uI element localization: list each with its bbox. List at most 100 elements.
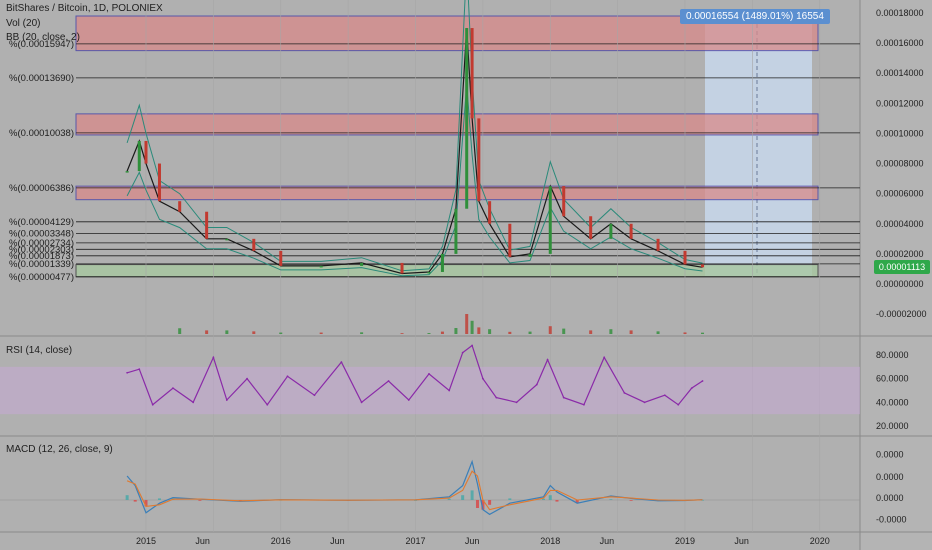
price-candle[interactable] bbox=[225, 238, 229, 241]
volume-bar[interactable] bbox=[440, 331, 444, 334]
price-candle[interactable] bbox=[508, 223, 512, 257]
rsi-point[interactable] bbox=[643, 401, 646, 404]
price-axis[interactable] bbox=[860, 0, 932, 550]
rsi-point[interactable] bbox=[481, 377, 484, 380]
rsi-point[interactable] bbox=[340, 361, 343, 363]
price-candle[interactable] bbox=[465, 28, 469, 209]
rsi-point[interactable] bbox=[495, 396, 498, 399]
macd-histogram-bar[interactable] bbox=[629, 500, 633, 501]
measure-range-box[interactable] bbox=[705, 17, 812, 276]
rsi-point[interactable] bbox=[515, 401, 518, 404]
rsi-point[interactable] bbox=[192, 401, 195, 404]
volume-bar[interactable] bbox=[470, 320, 474, 334]
rsi-point[interactable] bbox=[138, 368, 141, 371]
macd-histogram-bar[interactable] bbox=[575, 500, 579, 504]
volume-bar[interactable] bbox=[360, 332, 364, 334]
price-candle[interactable] bbox=[137, 140, 141, 172]
price-candle[interactable] bbox=[589, 216, 593, 239]
rsi-point[interactable] bbox=[428, 373, 430, 375]
macd-histogram-bar[interactable] bbox=[470, 490, 474, 500]
macd-histogram-bar[interactable] bbox=[133, 500, 137, 502]
rsi-point[interactable] bbox=[246, 377, 248, 380]
price-candle[interactable] bbox=[701, 264, 705, 268]
macd-histogram-bar[interactable] bbox=[481, 500, 485, 510]
rsi-point[interactable] bbox=[360, 401, 363, 404]
volume-bar[interactable] bbox=[454, 328, 458, 334]
price-candle[interactable] bbox=[454, 208, 458, 254]
volume-bar[interactable] bbox=[701, 332, 705, 334]
volume-bar[interactable] bbox=[178, 328, 182, 334]
price-candle[interactable] bbox=[400, 262, 404, 274]
rsi-point[interactable] bbox=[471, 344, 473, 347]
macd-histogram-bar[interactable] bbox=[609, 499, 613, 500]
rsi-point[interactable] bbox=[603, 356, 606, 359]
price-candle[interactable] bbox=[609, 223, 613, 239]
volume-bar[interactable] bbox=[477, 327, 481, 334]
price-candle[interactable] bbox=[279, 250, 283, 266]
price-series-line[interactable] bbox=[126, 28, 703, 275]
price-candle[interactable] bbox=[144, 140, 148, 164]
volume-bar[interactable] bbox=[589, 330, 593, 334]
volume-bar[interactable] bbox=[252, 331, 256, 334]
price-candle[interactable] bbox=[528, 253, 532, 257]
volume-bar[interactable] bbox=[629, 330, 633, 334]
price-candle[interactable] bbox=[360, 262, 364, 266]
vol-indicator-label[interactable]: Vol (20) bbox=[6, 18, 41, 29]
volume-bar[interactable] bbox=[562, 328, 566, 334]
volume-bar[interactable] bbox=[548, 326, 552, 334]
rsi-point[interactable] bbox=[286, 375, 289, 378]
macd-histogram-bar[interactable] bbox=[198, 500, 202, 501]
volume-bar[interactable] bbox=[400, 333, 404, 334]
macd-histogram-bar[interactable] bbox=[488, 500, 492, 505]
volume-bar[interactable] bbox=[225, 330, 229, 334]
volume-bar[interactable] bbox=[683, 332, 687, 334]
macd-histogram-bar[interactable] bbox=[125, 495, 129, 500]
rsi-point[interactable] bbox=[677, 403, 680, 406]
macd-histogram-bar[interactable] bbox=[555, 500, 559, 502]
rsi-point[interactable] bbox=[535, 383, 538, 386]
price-candle[interactable] bbox=[548, 186, 552, 254]
volume-bar[interactable] bbox=[508, 331, 512, 334]
macd-histogram-bar[interactable] bbox=[144, 500, 148, 507]
bollinger-upper-band[interactable] bbox=[126, 0, 703, 272]
price-candle[interactable] bbox=[470, 28, 474, 119]
volume-bar[interactable] bbox=[279, 332, 283, 334]
rsi-point[interactable] bbox=[663, 394, 666, 397]
volume-bar[interactable] bbox=[319, 332, 323, 334]
rsi-point[interactable] bbox=[583, 403, 585, 406]
price-candle[interactable] bbox=[562, 186, 566, 217]
price-candle[interactable] bbox=[178, 201, 182, 212]
price-candle[interactable] bbox=[488, 201, 492, 224]
bb-indicator-label[interactable]: BB (20, close, 2) bbox=[6, 32, 80, 43]
macd-histogram-bar[interactable] bbox=[508, 498, 512, 500]
price-candle[interactable] bbox=[205, 211, 209, 239]
resistance-zone[interactable] bbox=[75, 185, 819, 201]
price-candle[interactable] bbox=[656, 238, 660, 251]
price-candle[interactable] bbox=[125, 171, 129, 173]
price-candle[interactable] bbox=[440, 253, 444, 272]
rsi-point[interactable] bbox=[690, 387, 693, 390]
macd-histogram-bar[interactable] bbox=[475, 500, 479, 508]
rsi-indicator-label[interactable]: RSI (14, close) bbox=[6, 345, 73, 356]
volume-bar[interactable] bbox=[528, 331, 532, 334]
rsi-point[interactable] bbox=[172, 387, 174, 390]
rsi-point[interactable] bbox=[448, 389, 451, 392]
rsi-point[interactable] bbox=[407, 399, 410, 401]
volume-bar[interactable] bbox=[205, 330, 209, 334]
macd-signal-line[interactable] bbox=[126, 470, 703, 511]
rsi-point[interactable] bbox=[387, 380, 390, 382]
rsi-point[interactable] bbox=[461, 351, 464, 354]
rsi-point[interactable] bbox=[313, 394, 316, 397]
rsi-point[interactable] bbox=[266, 403, 269, 406]
rsi-point[interactable] bbox=[701, 380, 704, 382]
macd-histogram-bar[interactable] bbox=[447, 498, 451, 500]
volume-bar[interactable] bbox=[488, 329, 492, 334]
price-candle[interactable] bbox=[477, 118, 481, 202]
rsi-point[interactable] bbox=[126, 371, 129, 374]
price-candle[interactable] bbox=[683, 250, 687, 265]
price-candle[interactable] bbox=[427, 271, 431, 274]
rsi-point[interactable] bbox=[562, 396, 565, 399]
resistance-zone[interactable] bbox=[75, 113, 819, 136]
rsi-point[interactable] bbox=[546, 358, 549, 361]
